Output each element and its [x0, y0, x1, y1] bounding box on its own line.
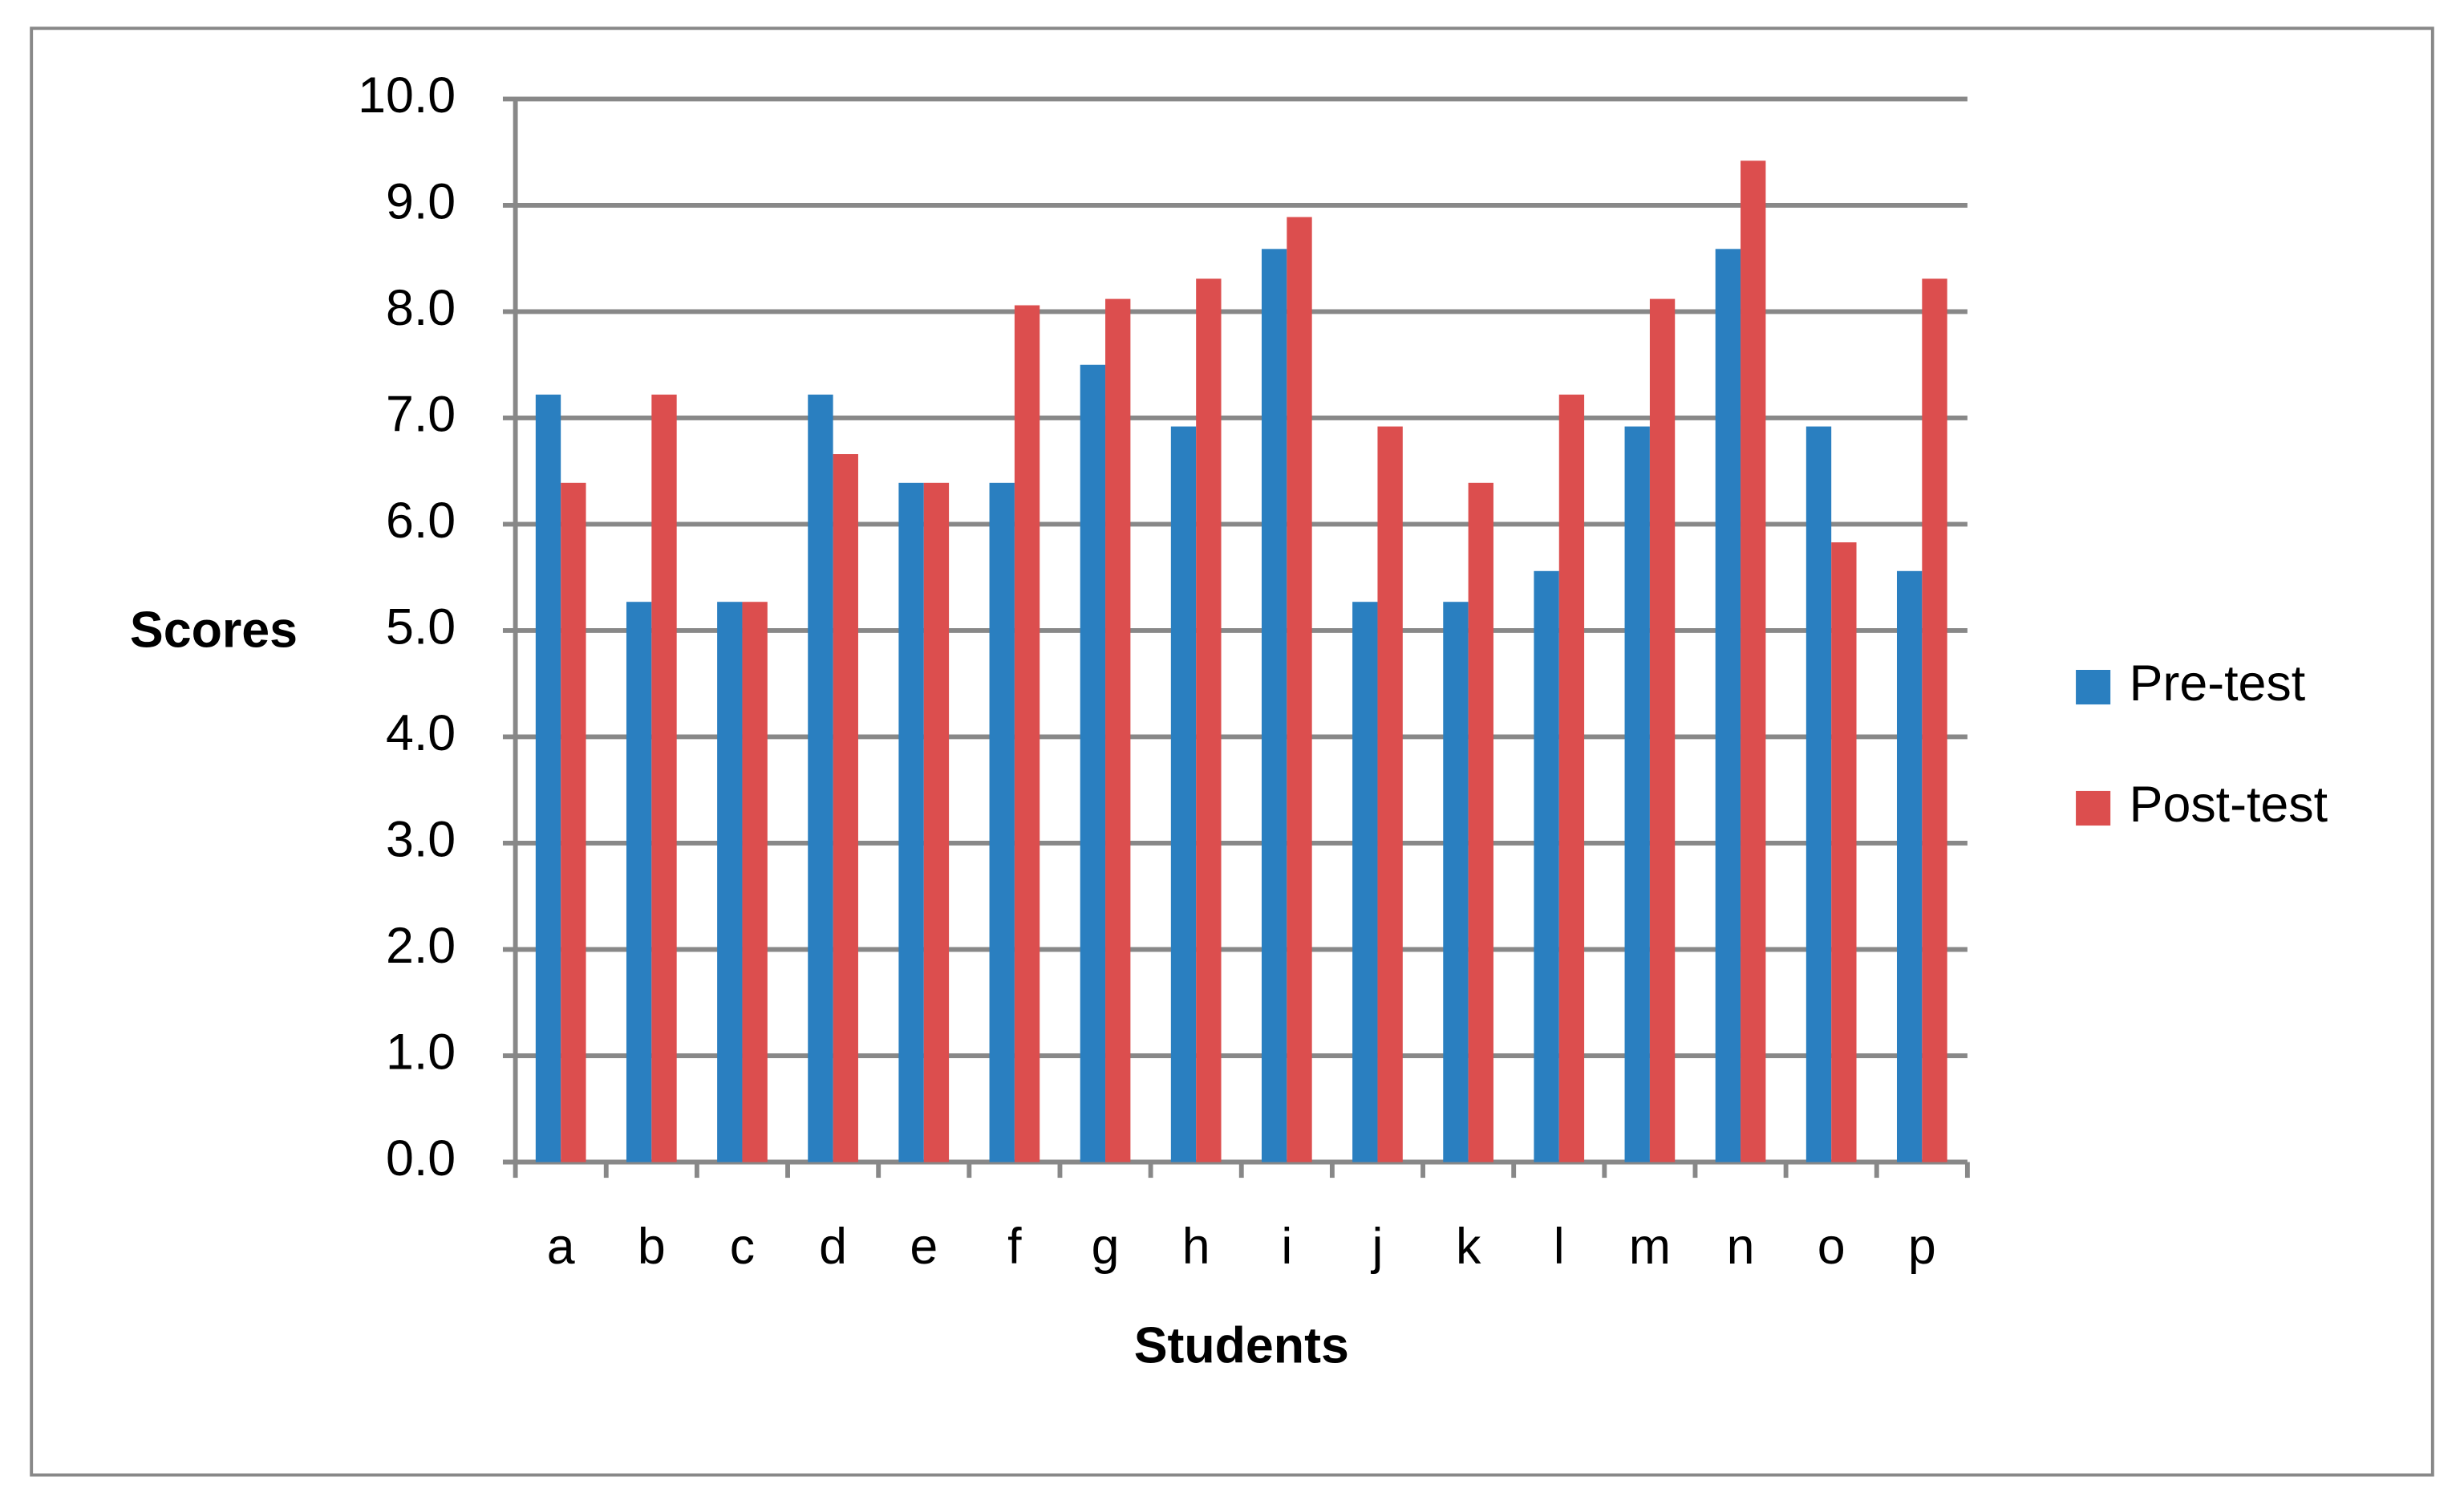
y-tick-label: 2.0 [386, 918, 456, 974]
bar [1649, 298, 1676, 1162]
bar [535, 394, 561, 1162]
bar [1014, 305, 1040, 1162]
x-tick-label: h [1182, 1219, 1210, 1275]
bar [717, 602, 743, 1162]
x-tick-label: p [1908, 1219, 1936, 1275]
bar [1170, 426, 1197, 1162]
bar [1805, 426, 1832, 1162]
legend-label: Pre-test [2130, 655, 2305, 712]
y-tick-label: 3.0 [386, 812, 456, 868]
bar [1468, 482, 1493, 1162]
x-tick-label: j [1371, 1219, 1384, 1275]
bar [833, 454, 858, 1162]
bar [1352, 602, 1378, 1162]
bar [1105, 298, 1131, 1162]
x-tick-label: a [547, 1219, 575, 1275]
bar [1896, 570, 1923, 1162]
bar [1715, 249, 1741, 1162]
x-tick-label: m [1629, 1219, 1671, 1275]
x-tick-label: c [730, 1219, 755, 1275]
legend-label: Post-test [2130, 777, 2328, 833]
bar [808, 394, 833, 1162]
chart-border [30, 26, 2434, 1477]
x-tick-label: b [638, 1219, 666, 1275]
y-tick-label: 9.0 [386, 174, 456, 230]
x-tick-label: n [1727, 1219, 1755, 1275]
x-tick-label: k [1456, 1219, 1481, 1275]
x-tick-label: e [910, 1219, 938, 1275]
x-tick-label: l [1554, 1219, 1565, 1275]
y-tick-label: 0.0 [386, 1130, 456, 1187]
bar [1534, 570, 1559, 1162]
bar [1377, 426, 1403, 1162]
bar [989, 482, 1015, 1162]
x-tick-label: o [1818, 1219, 1846, 1275]
y-tick-label: 8.0 [386, 280, 456, 336]
bar [1922, 278, 1947, 1162]
x-tick-label: f [1007, 1219, 1022, 1275]
legend-swatch [2076, 669, 2111, 705]
y-tick-label: 4.0 [386, 705, 456, 761]
y-tick-label: 5.0 [386, 599, 456, 655]
bar [1080, 364, 1106, 1162]
y-tick-label: 10.0 [358, 67, 456, 124]
bar [923, 482, 950, 1162]
bar [898, 482, 924, 1162]
bar [1443, 602, 1469, 1162]
bar [1261, 249, 1287, 1162]
y-axis-title: Scores [130, 602, 298, 658]
bar [1741, 160, 1766, 1162]
x-tick-label: g [1092, 1219, 1120, 1275]
bar [1558, 394, 1585, 1162]
legend-swatch [2076, 790, 2111, 826]
y-tick-label: 7.0 [386, 387, 456, 443]
bar [651, 394, 677, 1162]
y-tick-label: 1.0 [386, 1024, 456, 1081]
bar [561, 482, 586, 1162]
bar [1831, 542, 1857, 1162]
x-axis-title: Students [1134, 1317, 1349, 1373]
y-tick-label: 6.0 [386, 493, 456, 549]
x-tick-label: d [819, 1219, 847, 1275]
bar [626, 602, 652, 1162]
bar [1624, 426, 1650, 1162]
bar [1196, 278, 1222, 1162]
bar [742, 602, 768, 1162]
bar [1287, 217, 1312, 1162]
x-tick-label: i [1281, 1219, 1292, 1275]
